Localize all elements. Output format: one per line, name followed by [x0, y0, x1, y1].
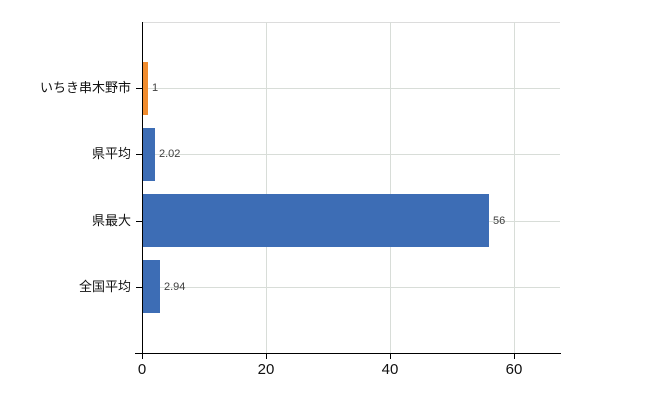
x-axis-line	[135, 353, 561, 354]
bar	[142, 194, 489, 247]
y-axis-tick	[136, 154, 142, 155]
x-axis-tick	[390, 354, 391, 359]
x-axis-tick	[142, 354, 143, 359]
category-label: いちき串木野市	[39, 80, 131, 95]
value-label: 56	[493, 215, 506, 227]
bar	[142, 128, 155, 181]
category-label: 県最大	[91, 213, 131, 228]
x-tick-label: 60	[505, 361, 523, 378]
plot-top-border	[142, 22, 560, 23]
value-label: 2.02	[159, 148, 181, 160]
bar	[142, 62, 148, 115]
x-axis-tick	[266, 354, 267, 359]
x-axis-tick	[514, 354, 515, 359]
value-label: 2.94	[164, 281, 186, 293]
y-axis-tick	[136, 88, 142, 89]
y-axis-tick	[136, 287, 142, 288]
horizontal-gridline	[142, 88, 560, 89]
category-label: 全国平均	[78, 279, 131, 294]
x-tick-label: 0	[137, 361, 147, 378]
y-axis-tick	[136, 221, 142, 222]
y-axis-line	[142, 22, 143, 353]
x-tick-label: 20	[257, 361, 275, 378]
x-tick-label: 40	[381, 361, 399, 378]
value-label: 1	[152, 82, 159, 94]
horizontal-gridline	[142, 154, 560, 155]
vertical-gridline	[514, 22, 515, 353]
vertical-gridline	[266, 22, 267, 353]
vertical-gridline	[390, 22, 391, 353]
bar	[142, 260, 160, 313]
horizontal-gridline	[142, 287, 560, 288]
category-label: 県平均	[91, 146, 131, 161]
